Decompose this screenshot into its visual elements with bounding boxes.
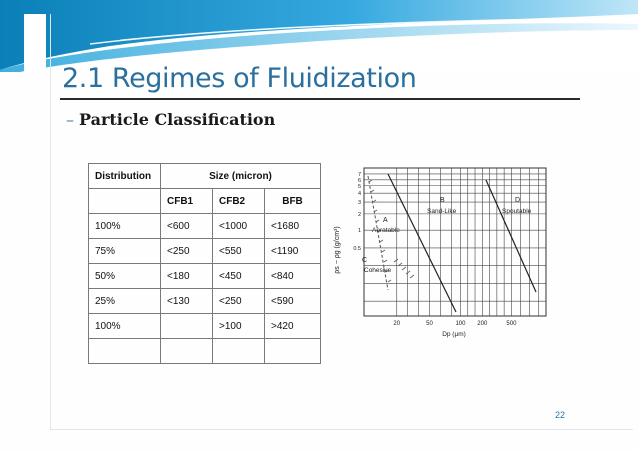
table-cell: 100% <box>88 213 161 239</box>
table-row: 75% <250 <550 <1190 <box>88 238 321 264</box>
table-cell: <600 <box>160 213 213 239</box>
boundary-a-c-hatched <box>367 175 389 291</box>
table-row: 100% >100 >420 <box>88 313 321 339</box>
column-header: CFB1 <box>160 188 213 214</box>
header-distribution: Distribution <box>88 163 161 189</box>
x-tick-label: 200 <box>477 321 488 327</box>
x-tick-label: 50 <box>426 321 433 327</box>
group-letter-b: B <box>440 197 445 204</box>
table-cell <box>212 338 265 364</box>
region-label-sand-like: Sand-Like <box>427 208 457 215</box>
diagram-plot-frame <box>363 167 547 317</box>
diagram-grid <box>364 168 546 316</box>
table-cell <box>88 338 161 364</box>
column-header: CFB2 <box>212 188 265 214</box>
table-cell: <130 <box>160 288 213 314</box>
y-tick-label: 0.5 <box>353 246 361 252</box>
table-cell: <1000 <box>212 213 265 239</box>
hatch-c-region <box>393 258 415 279</box>
table-cell <box>160 338 213 364</box>
table-row: 25% <130 <250 <590 <box>88 288 321 314</box>
table-cell: <250 <box>160 238 213 264</box>
y-tick-label: 2 <box>358 212 361 218</box>
table-cell: <1680 <box>264 213 321 239</box>
table-cell <box>160 313 213 339</box>
bullet-dash: – <box>66 110 74 129</box>
boundary-a-b-line <box>387 173 457 313</box>
table-cell: <250 <box>212 288 265 314</box>
table-cell: <450 <box>212 263 265 289</box>
table-cell: 25% <box>88 288 161 314</box>
table-subheader-row: CFB1 CFB2 BFB <box>88 188 321 214</box>
table-row: 50% <180 <450 <840 <box>88 263 321 289</box>
table-cell: 50% <box>88 263 161 289</box>
x-tick-label: 500 <box>506 321 517 327</box>
slide-subtitle: – Particle Classification <box>66 110 275 129</box>
y-tick-label: 3 <box>358 200 361 206</box>
title-divider <box>60 98 580 100</box>
table-cell: <590 <box>264 288 321 314</box>
region-label-aeratable: Aeratable <box>372 227 400 234</box>
table-header-row: Distribution Size (micron) <box>88 163 321 189</box>
slide-frame <box>50 14 633 430</box>
table-cell: >420 <box>264 313 321 339</box>
y-tick-label: 5 <box>358 184 361 190</box>
table-cell <box>88 188 161 214</box>
x-tick-label: 100 <box>455 321 466 327</box>
table-cell <box>264 338 321 364</box>
table-cell: 75% <box>88 238 161 264</box>
group-letter-c: C <box>362 257 367 264</box>
column-header: BFB <box>264 188 321 214</box>
y-tick-label: 6 <box>358 178 361 184</box>
y-tick-label: 1 <box>358 228 361 234</box>
table-cell: <550 <box>212 238 265 264</box>
boundary-a-c-ticks <box>368 179 392 283</box>
header-banner <box>0 0 638 72</box>
particle-size-table: Distribution Size (micron) CFB1 CFB2 BFB… <box>88 163 321 364</box>
table-cell: 100% <box>88 313 161 339</box>
slide-title: 2.1 Regimes of Fluidization <box>62 63 417 94</box>
table-cell: <180 <box>160 263 213 289</box>
y-tick-label: 7 <box>358 172 361 178</box>
group-letter-a: A <box>383 217 388 224</box>
y-tick-label: 4 <box>358 191 361 197</box>
table-row: 100% <600 <1000 <1680 <box>88 213 321 239</box>
subtitle-text: Particle Classification <box>79 110 276 129</box>
region-label-cohesive: Cohesive <box>364 267 391 274</box>
table-cell: >100 <box>212 313 265 339</box>
boundary-b-d-line <box>485 179 537 293</box>
x-tick-label: 20 <box>393 321 400 327</box>
page-number: 22 <box>555 410 566 420</box>
region-label-spoutable: Spoutable <box>502 208 532 215</box>
group-letter-d: D <box>515 197 520 204</box>
table-cell: <840 <box>264 263 321 289</box>
x-axis-label: Dp (μm) <box>442 331 466 338</box>
x-tick-labels: 20 50 100 200 500 <box>393 321 517 327</box>
header-size: Size (micron) <box>160 163 321 189</box>
table-cell: <1190 <box>264 238 321 264</box>
table-row <box>88 338 321 364</box>
y-axis-label: ρs − ρg (g/cm³) <box>334 226 341 273</box>
